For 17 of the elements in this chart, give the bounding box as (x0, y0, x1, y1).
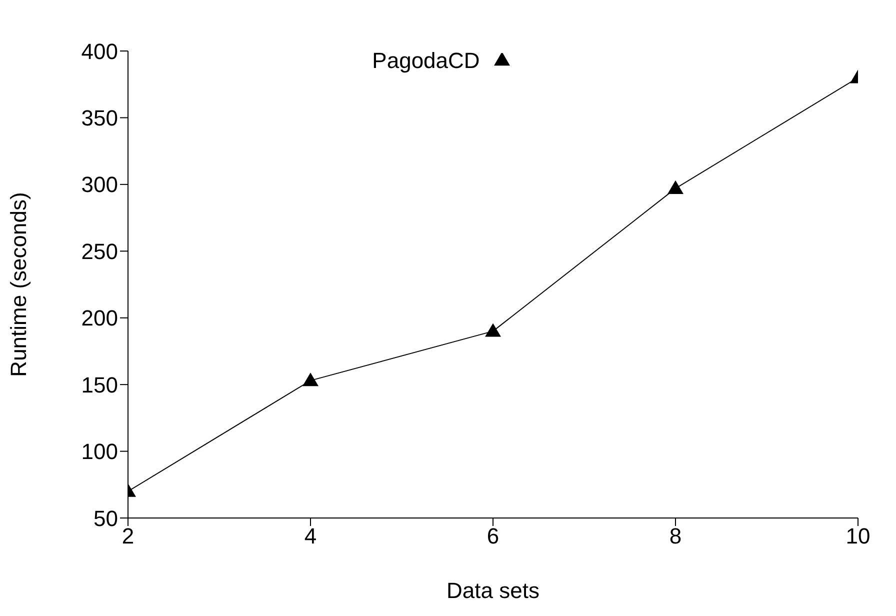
legend-label: PagodaCD (372, 48, 480, 73)
point (485, 323, 501, 337)
x-tick-label: 2 (122, 524, 134, 549)
y-tick-label: 350 (81, 106, 118, 131)
y-tick-label: 400 (81, 38, 118, 64)
x-axis-title: Data sets (446, 578, 540, 603)
y-axis-title: Runtime (seconds) (6, 192, 31, 377)
y-tick-label: 100 (81, 439, 118, 464)
x-tick-label: 4 (304, 524, 317, 549)
y-tick-label: 250 (81, 238, 118, 264)
x-tick-label: 6 (486, 524, 500, 549)
y-tick-label: 200 (81, 306, 118, 331)
y-tick-label: 150 (81, 372, 118, 398)
y-tick-label: 50 (94, 506, 118, 531)
x-tick-label: 10 (846, 524, 870, 549)
y-tick-label: 300 (81, 172, 118, 198)
x-tick-label: 8 (669, 524, 682, 549)
